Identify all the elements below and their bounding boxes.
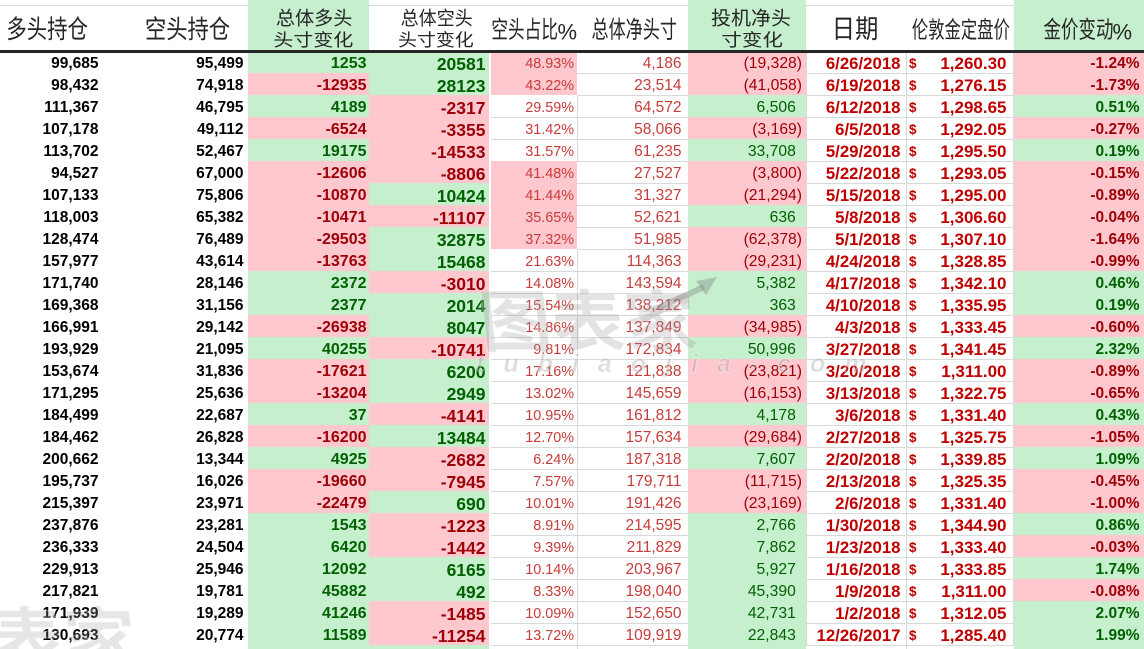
svg-text:%: % [1113, 20, 1133, 45]
svg-text:%: % [558, 20, 578, 45]
svg-text:tubiaojia-com: tubiaojia-com [476, 350, 886, 378]
